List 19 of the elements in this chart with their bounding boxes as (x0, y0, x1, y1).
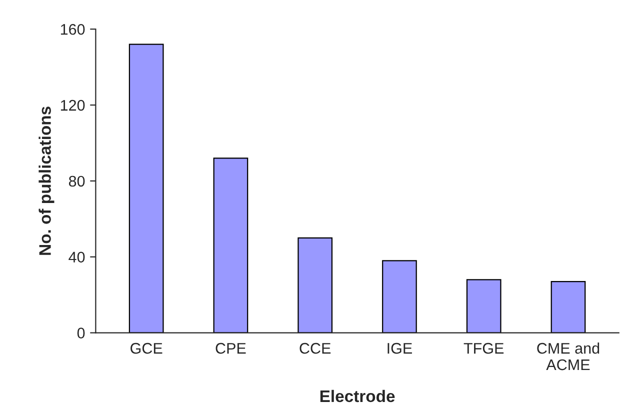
x-tick-label: CCE (300, 342, 331, 354)
bar (213, 158, 248, 333)
y-tick-label: 160 (60, 24, 85, 35)
bar (382, 260, 417, 333)
x-tick-label: CME and ACME (537, 342, 600, 370)
bar (128, 44, 164, 333)
bar (550, 281, 586, 333)
x-axis-title: Electrode (320, 390, 395, 402)
y-tick-label: 0 (77, 328, 85, 338)
x-tick-label: CPE (216, 342, 246, 354)
y-tick-label: 120 (60, 100, 85, 111)
x-tick-label: GCE (130, 342, 162, 354)
y-tick-label: 80 (68, 176, 85, 187)
y-axis-title: No. of publications (38, 106, 54, 255)
bar (298, 237, 333, 333)
bar (466, 279, 502, 333)
y-tick-label: 40 (68, 252, 85, 263)
x-tick-label: TFGE (464, 342, 504, 354)
x-tick-label: IGE (388, 342, 412, 354)
